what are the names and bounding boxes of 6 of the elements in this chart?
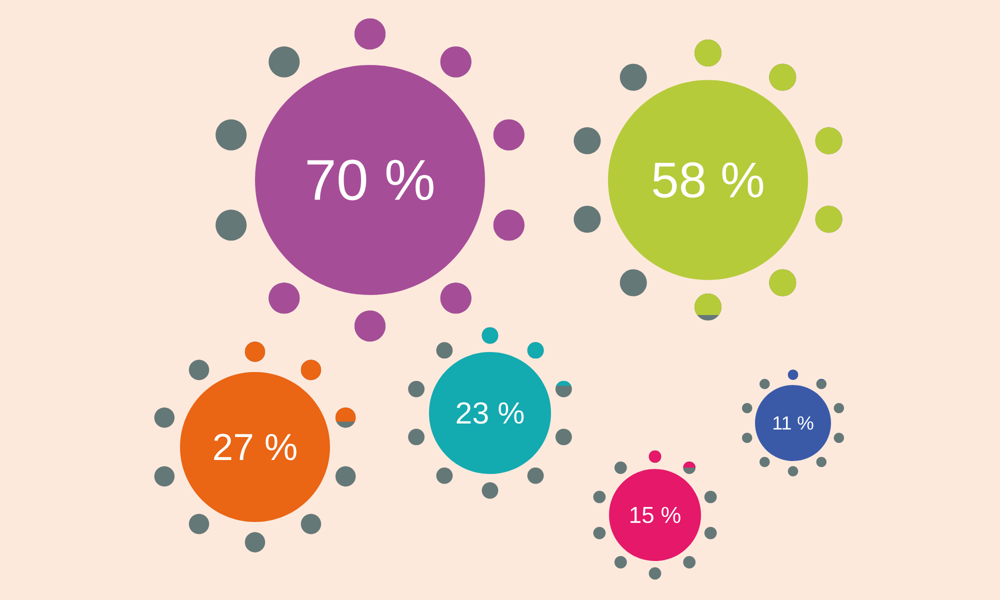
data-label: 23 %	[456, 402, 524, 424]
data-label: 15 %	[630, 506, 680, 524]
data-label: 70 %	[307, 160, 434, 200]
data-label: 11 %	[774, 416, 814, 430]
data-label: 27 %	[214, 434, 296, 460]
data-label: 58 %	[653, 162, 764, 198]
